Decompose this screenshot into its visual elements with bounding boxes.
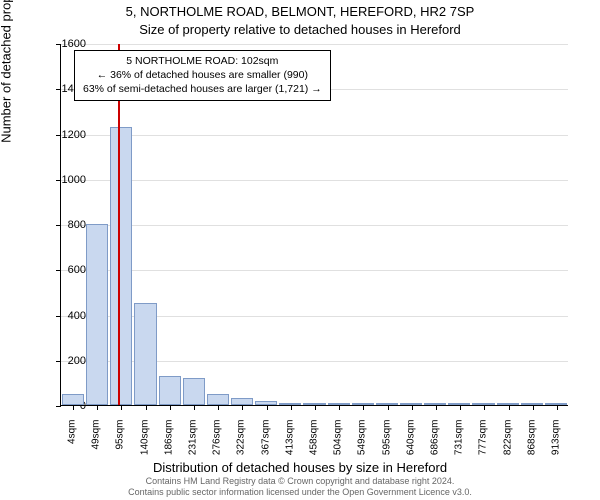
ytick-label: 1000 — [46, 174, 86, 186]
xtick-mark — [339, 405, 340, 410]
histogram-bar — [497, 403, 519, 405]
xtick-mark — [291, 405, 292, 410]
xtick-label: 322sqm — [236, 420, 247, 464]
xtick-label: 913sqm — [550, 420, 561, 464]
chart-title-line1: 5, NORTHOLME ROAD, BELMONT, HEREFORD, HR… — [0, 4, 600, 19]
xtick-label: 140sqm — [139, 420, 150, 464]
y-axis-label: Number of detached properties — [0, 0, 14, 143]
xtick-mark — [97, 405, 98, 410]
gridline — [61, 225, 568, 226]
xtick-mark — [484, 405, 485, 410]
xtick-label: 868sqm — [526, 420, 537, 464]
ytick-label: 400 — [46, 310, 86, 322]
xtick-mark — [315, 405, 316, 410]
xtick-mark — [412, 405, 413, 410]
info-line2: ← 36% of detached houses are smaller (99… — [83, 68, 322, 82]
xtick-label: 186sqm — [163, 420, 174, 464]
ytick-label: 200 — [46, 355, 86, 367]
attribution: Contains HM Land Registry data © Crown c… — [0, 476, 600, 498]
xtick-label: 276sqm — [212, 420, 223, 464]
histogram-bar — [424, 403, 446, 405]
xtick-label: 777sqm — [478, 420, 489, 464]
xtick-mark — [557, 405, 558, 410]
xtick-label: 731sqm — [454, 420, 465, 464]
xtick-label: 49sqm — [91, 420, 102, 464]
histogram-bar — [521, 403, 543, 405]
chart-container: 5, NORTHOLME ROAD, BELMONT, HEREFORD, HR… — [0, 0, 600, 500]
xtick-label: 686sqm — [429, 420, 440, 464]
xtick-mark — [267, 405, 268, 410]
histogram-bar — [545, 403, 567, 405]
xtick-mark — [509, 405, 510, 410]
histogram-bar — [279, 403, 301, 405]
gridline — [61, 44, 568, 45]
ytick-label: 800 — [46, 219, 86, 231]
gridline — [61, 180, 568, 181]
attribution-line1: Contains HM Land Registry data © Crown c… — [0, 476, 600, 487]
histogram-bar — [255, 401, 277, 405]
xtick-label: 231sqm — [188, 420, 199, 464]
ytick-label: 600 — [46, 264, 86, 276]
histogram-bar — [448, 403, 470, 405]
histogram-bar — [472, 403, 494, 405]
histogram-bar — [62, 394, 84, 405]
gridline — [61, 135, 568, 136]
info-line1: 5 NORTHOLME ROAD: 102sqm — [83, 54, 322, 68]
xtick-mark — [533, 405, 534, 410]
xtick-mark — [218, 405, 219, 410]
info-line3: 63% of semi-detached houses are larger (… — [83, 82, 322, 96]
ytick-label: 1200 — [46, 129, 86, 141]
histogram-bar — [134, 303, 156, 405]
xtick-label: 549sqm — [357, 420, 368, 464]
xtick-mark — [146, 405, 147, 410]
xtick-mark — [363, 405, 364, 410]
xtick-label: 95sqm — [115, 420, 126, 464]
histogram-bar — [86, 224, 108, 405]
xtick-mark — [460, 405, 461, 410]
histogram-bar — [183, 378, 205, 405]
ytick-label: 1600 — [46, 38, 86, 50]
gridline — [61, 270, 568, 271]
xtick-mark — [242, 405, 243, 410]
xtick-label: 4sqm — [67, 420, 78, 464]
histogram-bar — [376, 403, 398, 405]
histogram-bar — [110, 127, 132, 405]
xtick-label: 458sqm — [309, 420, 320, 464]
xtick-label: 595sqm — [381, 420, 392, 464]
histogram-bar — [207, 394, 229, 405]
xtick-mark — [436, 405, 437, 410]
xtick-mark — [170, 405, 171, 410]
xtick-label: 822sqm — [502, 420, 513, 464]
xtick-label: 504sqm — [333, 420, 344, 464]
histogram-bar — [303, 403, 325, 405]
xtick-label: 413sqm — [284, 420, 295, 464]
histogram-bar — [159, 376, 181, 405]
histogram-bar — [400, 403, 422, 405]
info-box: 5 NORTHOLME ROAD: 102sqm ← 36% of detach… — [74, 50, 331, 101]
xtick-mark — [194, 405, 195, 410]
xtick-mark — [388, 405, 389, 410]
xtick-mark — [121, 405, 122, 410]
xtick-label: 640sqm — [405, 420, 416, 464]
histogram-bar — [328, 403, 350, 405]
xtick-label: 367sqm — [260, 420, 271, 464]
histogram-bar — [352, 403, 374, 405]
chart-title-line2: Size of property relative to detached ho… — [0, 22, 600, 37]
histogram-bar — [231, 398, 253, 405]
attribution-line2: Contains public sector information licen… — [0, 487, 600, 498]
